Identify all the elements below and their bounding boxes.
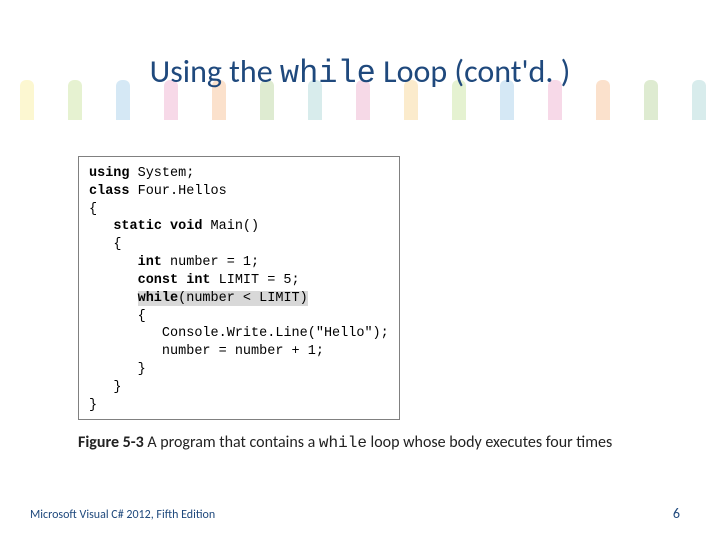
code-token: } bbox=[138, 362, 146, 377]
code-token: { bbox=[89, 202, 97, 217]
code-token: class bbox=[89, 184, 138, 199]
code-token: LIMIT = 5; bbox=[219, 273, 300, 288]
code-token: (number < LIMIT) bbox=[178, 291, 308, 306]
code-token: { bbox=[113, 237, 121, 252]
figure-caption: Figure 5-3 A program that contains a whi… bbox=[78, 432, 638, 455]
title-suffix: Loop (cont'd. ) bbox=[376, 52, 570, 91]
code-token: { bbox=[138, 309, 146, 324]
code-content: using System; class Four.Hellos { static… bbox=[89, 165, 389, 414]
title-mono: while bbox=[280, 55, 376, 92]
code-token: number = number + 1; bbox=[162, 344, 324, 359]
code-figure: using System; class Four.Hellos { static… bbox=[78, 156, 400, 420]
footer-reference: Microsoft Visual C# 2012, Fifth Edition bbox=[30, 508, 215, 522]
code-token: const int bbox=[138, 273, 219, 288]
code-token: Main() bbox=[211, 219, 260, 234]
code-token: Four.Hellos bbox=[138, 184, 227, 199]
code-token: number = 1; bbox=[170, 255, 259, 270]
caption-after-mono: loop whose body executes four times bbox=[367, 433, 612, 452]
page-number: 6 bbox=[673, 505, 680, 522]
caption-mono: while bbox=[319, 434, 367, 452]
code-token: using bbox=[89, 166, 138, 181]
caption-label: Figure 5-3 bbox=[78, 433, 144, 452]
slide-title: Using the while Loop (cont'd. ) bbox=[0, 52, 720, 92]
code-token: static void bbox=[113, 219, 210, 234]
caption-before-mono: A program that contains a bbox=[144, 433, 319, 452]
code-token: int bbox=[138, 255, 170, 270]
title-prefix: Using the bbox=[150, 52, 280, 91]
code-token: } bbox=[89, 398, 97, 413]
code-token: } bbox=[113, 380, 121, 395]
code-token: System; bbox=[138, 166, 195, 181]
code-token: Console.Write.Line("Hello"); bbox=[162, 326, 389, 341]
code-token: while bbox=[138, 291, 179, 306]
